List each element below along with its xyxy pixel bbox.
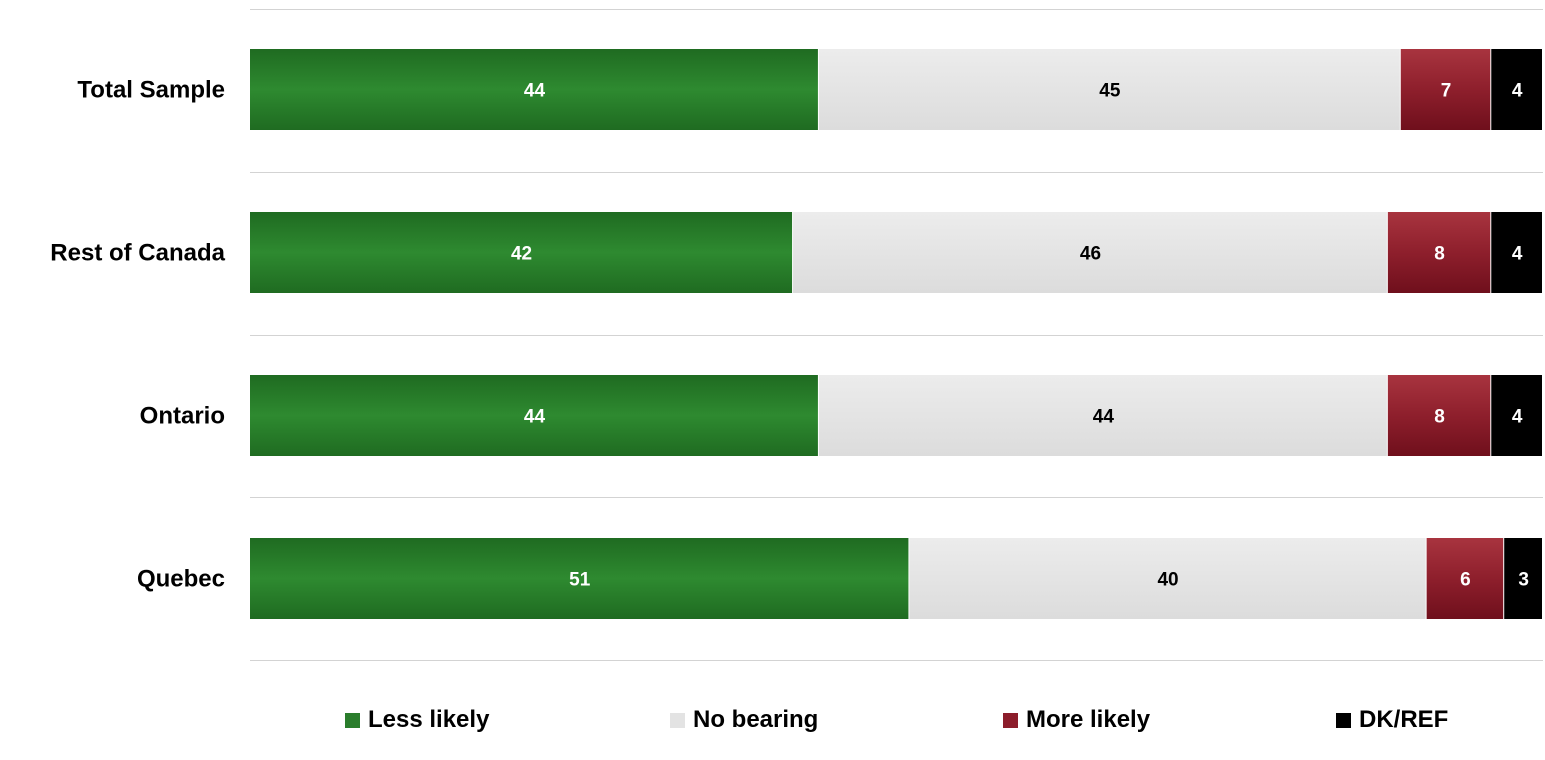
data-label-total-sample-no-bearing: 45 <box>1099 81 1121 102</box>
legend-swatch-less-likely <box>345 712 360 728</box>
bar-quebec-more-likely <box>1426 538 1504 619</box>
legend-label-more-likely: More likely <box>1026 706 1151 733</box>
legend-label-less-likely: Less likely <box>368 706 490 733</box>
data-label-ontario-less-likely: 44 <box>524 407 546 428</box>
legend-label-dk-ref: DK/REF <box>1359 706 1449 733</box>
value-labels: 44 45 7 442 46 8 444 44 8 451 40 6 3 <box>511 81 1529 591</box>
bar-quebec-less-likely <box>250 538 909 619</box>
bar-total-sample-no-bearing <box>818 49 1400 130</box>
bar-quebec-dk-ref <box>1504 538 1542 619</box>
bar-rest-of-canada-more-likely <box>1387 212 1491 293</box>
data-label-quebec-no-bearing: 40 <box>1157 570 1178 591</box>
category-label-quebec: Quebec <box>137 566 225 593</box>
bar-rest-of-canada-dk-ref <box>1491 212 1542 293</box>
data-label-quebec-more-likely: 6 <box>1460 570 1471 591</box>
bar-total-sample-dk-ref <box>1491 49 1542 130</box>
bar-total-sample-less-likely <box>250 49 818 130</box>
bar-ontario-more-likely <box>1387 375 1491 456</box>
legend-item-no-bearing: No bearing <box>670 700 818 740</box>
legend-swatch-more-likely <box>1003 712 1018 728</box>
bar-ontario-dk-ref <box>1491 375 1542 456</box>
data-label-ontario-no-bearing: 44 <box>1093 407 1115 428</box>
data-label-rest-of-canada-less-likely: 42 <box>511 244 532 265</box>
legend: Less likely No bearing More likely DK/REF <box>0 700 1545 760</box>
data-label-ontario-more-likely: 8 <box>1434 407 1445 428</box>
data-label-rest-of-canada-no-bearing: 46 <box>1080 244 1101 265</box>
bars <box>250 49 1542 619</box>
data-label-total-sample-dk-ref: 4 <box>1512 81 1523 102</box>
data-label-quebec-dk-ref: 3 <box>1518 570 1529 591</box>
legend-swatch-no-bearing <box>670 712 685 728</box>
data-label-total-sample-less-likely: 44 <box>524 81 546 102</box>
bar-ontario-no-bearing <box>818 375 1387 456</box>
bar-rest-of-canada-no-bearing <box>793 212 1387 293</box>
category-labels: Total Sample Rest of Canada Ontario Quebec <box>50 77 225 593</box>
data-label-total-sample-more-likely: 7 <box>1441 81 1452 102</box>
category-label-rest-of-canada: Rest of Canada <box>50 240 225 267</box>
data-label-ontario-dk-ref: 4 <box>1512 407 1523 428</box>
category-label-total-sample: Total Sample <box>77 77 225 104</box>
bar-total-sample-more-likely <box>1400 49 1491 130</box>
legend-item-dk-ref: DK/REF <box>1336 700 1448 740</box>
gridlines <box>250 9 1543 661</box>
bar-rest-of-canada-less-likely <box>250 212 793 293</box>
legend-item-more-likely: More likely <box>1003 700 1150 740</box>
bar-quebec-no-bearing <box>909 538 1426 619</box>
data-label-rest-of-canada-more-likely: 8 <box>1434 244 1445 265</box>
legend-swatch-dk-ref <box>1336 712 1351 728</box>
category-label-ontario: Ontario <box>140 403 225 430</box>
legend-label-no-bearing: No bearing <box>693 706 819 733</box>
data-label-rest-of-canada-dk-ref: 4 <box>1512 244 1523 265</box>
bar-ontario-less-likely <box>250 375 818 456</box>
legend-item-less-likely: Less likely <box>345 700 489 740</box>
data-label-quebec-less-likely: 51 <box>569 570 591 591</box>
